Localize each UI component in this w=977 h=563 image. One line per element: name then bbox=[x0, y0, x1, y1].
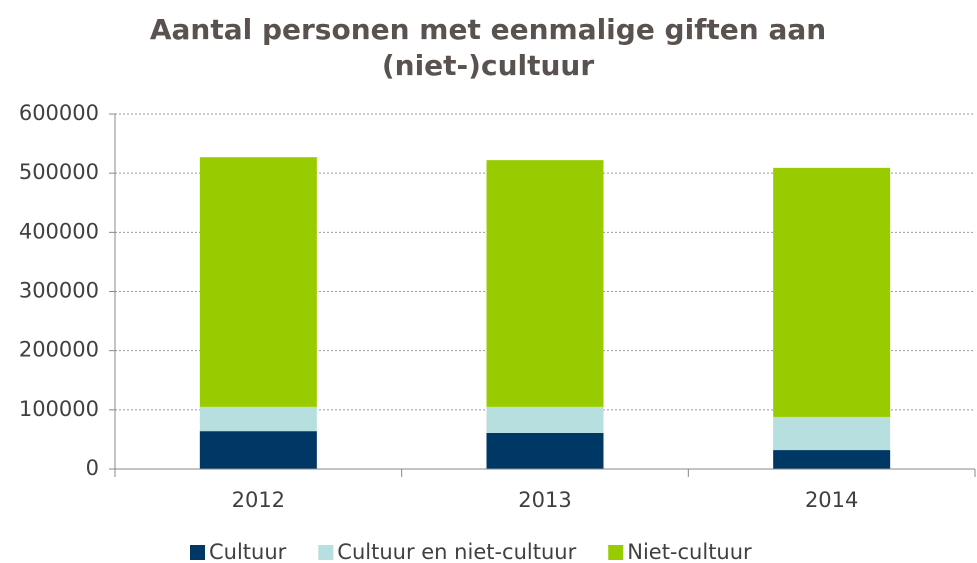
bar-segment bbox=[199, 431, 317, 469]
bar-segment bbox=[486, 406, 604, 433]
y-tick-label: 600000 bbox=[19, 101, 99, 125]
legend-swatch bbox=[608, 545, 624, 560]
legend-label: Niet-cultuur bbox=[627, 540, 752, 563]
y-tick-label: 500000 bbox=[19, 160, 99, 184]
y-tick-label: 400000 bbox=[19, 219, 99, 243]
bar-segment bbox=[486, 432, 604, 469]
legend-label: Cultuur bbox=[209, 540, 287, 563]
y-tick-label: 300000 bbox=[19, 279, 99, 303]
bar-segment bbox=[773, 167, 891, 417]
bar-segment bbox=[486, 160, 604, 407]
bar-segment bbox=[199, 157, 317, 407]
bar-segment bbox=[199, 406, 317, 432]
x-tick-label: 2013 bbox=[518, 488, 571, 512]
legend-swatch bbox=[318, 545, 334, 560]
y-tick-label: 0 bbox=[86, 456, 99, 480]
bar-segment bbox=[773, 416, 891, 451]
legend-swatch bbox=[190, 545, 205, 560]
legend-label: Cultuur en niet-cultuur bbox=[337, 540, 576, 563]
x-tick-label: 2012 bbox=[232, 488, 285, 512]
x-tick-label: 2014 bbox=[805, 488, 858, 512]
y-tick-label: 100000 bbox=[19, 397, 99, 421]
y-tick-label: 200000 bbox=[19, 338, 99, 362]
chart-title: Aantal personen met eenmalige giften aan… bbox=[149, 13, 827, 82]
bar-segment bbox=[773, 450, 891, 469]
